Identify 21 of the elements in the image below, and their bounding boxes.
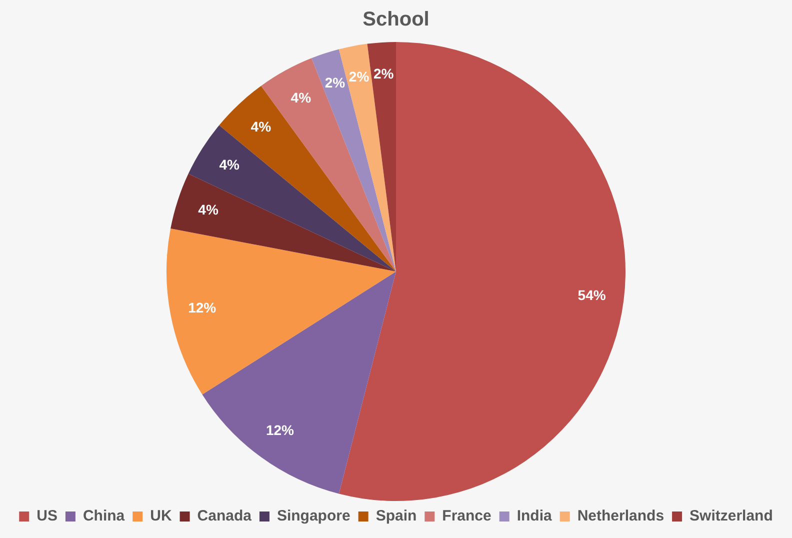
data-label: 12% [188,299,217,316]
legend-label: Canada [197,508,252,525]
legend-label: China [82,508,126,525]
legend-label: Switzerland [690,508,773,525]
legend-label: Spain [376,508,417,525]
chart-title: School [362,8,430,31]
legend-label: Singapore [276,508,350,525]
data-label: 12% [266,422,295,438]
data-label: 4% [219,156,240,173]
data-label: 2% [324,74,346,91]
legend-label: India [516,508,553,525]
data-label: 54% [578,287,606,304]
data-label: 4% [250,118,272,134]
legend-label: Netherlands [577,508,664,525]
legend-label: France [442,508,492,525]
data-label: 4% [290,89,312,106]
data-label: 4% [198,201,219,218]
data-label: 2% [373,65,394,82]
data-label: 2% [348,68,370,84]
legend-label: US [36,508,58,525]
legend-label: UK [150,508,172,525]
